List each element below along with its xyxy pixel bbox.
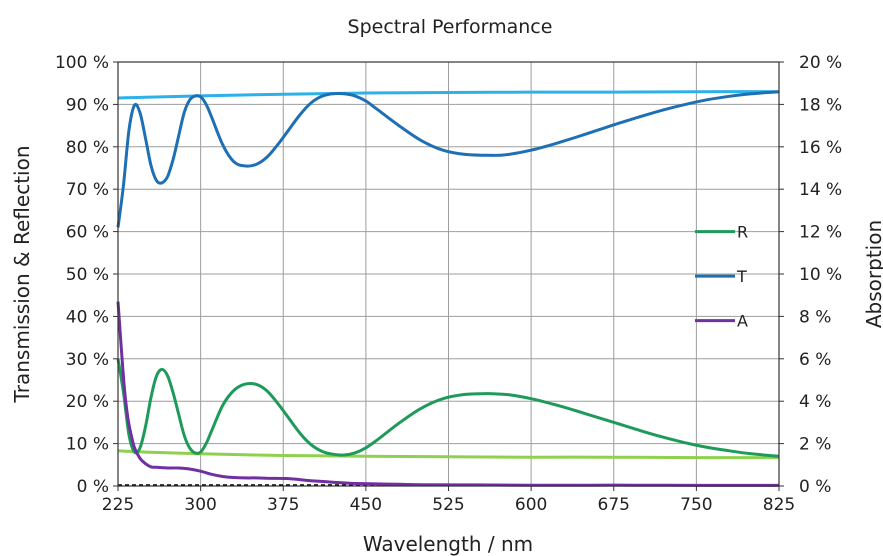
legend: R T A bbox=[695, 223, 748, 331]
right-y-tick-label: 4 % bbox=[799, 392, 831, 412]
x-tick-label: 600 bbox=[515, 495, 547, 515]
left-y-tick-label: 10 % bbox=[66, 435, 109, 455]
right-y-tick-label: 8 % bbox=[799, 307, 831, 327]
series-layer bbox=[116, 90, 780, 487]
legend-label-r: R bbox=[737, 223, 748, 242]
legend-label-a: A bbox=[737, 312, 748, 331]
series-a-line bbox=[116, 301, 779, 487]
x-tick-label: 750 bbox=[680, 495, 712, 515]
series-r-line bbox=[116, 358, 780, 458]
legend-label-t: T bbox=[736, 267, 747, 286]
left-y-tick-label: 100 % bbox=[55, 53, 109, 73]
right-y-tick-label: 0 % bbox=[799, 477, 831, 497]
right-y-tick-label: 18 % bbox=[799, 95, 842, 115]
x-tick-label: 525 bbox=[432, 495, 464, 515]
x-tick-label: 450 bbox=[350, 495, 382, 515]
grid-layer bbox=[117, 61, 780, 487]
series-t-line bbox=[116, 90, 780, 228]
left-y-tick-label: 80 % bbox=[66, 138, 109, 158]
right-y-axis-ticks: 0 % 2 % 4 % 6 % 8 % 10 % 12 % 14 % 16 % 18 % 20 % bbox=[779, 53, 842, 497]
left-y-tick-label: 20 % bbox=[66, 392, 109, 412]
left-y-tick-label: 0 % bbox=[77, 477, 109, 497]
x-axis-title: Wavelength / nm bbox=[363, 532, 533, 556]
right-y-tick-label: 16 % bbox=[799, 138, 842, 158]
x-tick-label: 300 bbox=[184, 495, 216, 515]
right-y-tick-label: 12 % bbox=[799, 223, 842, 243]
right-y-tick-label: 14 % bbox=[799, 180, 842, 200]
right-y-axis-title: Absorption bbox=[862, 220, 883, 328]
right-y-tick-label: 20 % bbox=[799, 53, 842, 73]
reference-curve-4 bbox=[117, 90, 780, 100]
left-y-tick-label: 70 % bbox=[66, 180, 109, 200]
right-y-tick-label: 2 % bbox=[799, 435, 831, 455]
left-y-axis-ticks: 0 % 10 % 20 % 30 % 40 % 50 % 60 % 70 % 80 % 90 % 1… bbox=[55, 53, 118, 497]
x-tick-label: 375 bbox=[267, 495, 299, 515]
left-y-tick-label: 90 % bbox=[66, 95, 109, 115]
reference-curve-3 bbox=[117, 449, 780, 460]
left-y-tick-label: 30 % bbox=[66, 350, 109, 370]
right-y-tick-label: 6 % bbox=[799, 350, 831, 370]
x-tick-label: 675 bbox=[598, 495, 630, 515]
left-y-tick-label: 50 % bbox=[66, 265, 109, 285]
x-tick-label: 225 bbox=[102, 495, 134, 515]
right-y-tick-label: 10 % bbox=[799, 265, 842, 285]
left-y-axis-title: Transmission & Reflection bbox=[10, 145, 34, 403]
left-y-tick-label: 60 % bbox=[66, 223, 109, 243]
left-y-tick-label: 40 % bbox=[66, 307, 109, 327]
x-tick-label: 825 bbox=[763, 495, 795, 515]
x-axis-ticks: 225 300 375 450 525 600 675 750 825 bbox=[102, 486, 795, 515]
chart-title: Spectral Performance bbox=[348, 16, 553, 38]
